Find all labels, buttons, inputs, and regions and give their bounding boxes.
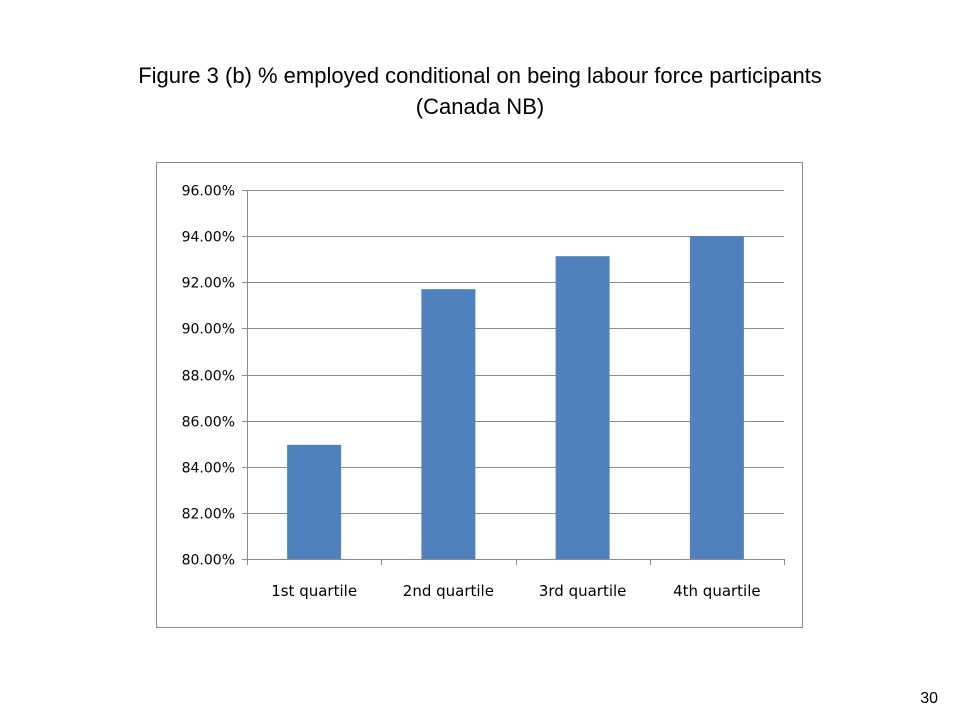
bar: [555, 256, 610, 559]
bar: [689, 236, 744, 559]
y-tick-label: 80.00%: [182, 553, 235, 569]
x-tick-labels: 1st quartile 2nd quartile 3rd quartile 4th …: [271, 582, 760, 600]
x-tick-label: 4th quartile: [673, 582, 761, 600]
slide-number: 30: [920, 690, 938, 707]
chart-title-line-1: Figure 3 (b) % employed conditional on b…: [138, 63, 822, 88]
y-tick-label: 82.00%: [182, 507, 235, 523]
chart-title-line-2: (Canada NB): [415, 94, 545, 119]
bar: [421, 289, 476, 559]
bar-chart: 80.00% 82.00% 84.00% 86.00% 88.00% 90.00% 92.0…: [182, 184, 785, 600]
chart-area: 80.00% 82.00% 84.00% 86.00% 88.00% 90.00% 92.0…: [156, 162, 803, 628]
bars: [287, 236, 744, 559]
y-tick-label: 96.00%: [182, 184, 235, 200]
y-tick-labels: 80.00% 82.00% 84.00% 86.00% 88.00% 90.00% 92.0…: [182, 184, 235, 569]
chart-title: Figure 3 (b) % employed conditional on b…: [20, 60, 940, 122]
x-tick-label: 1st quartile: [271, 582, 357, 600]
y-tick-label: 86.00%: [182, 415, 235, 431]
y-tick-label: 88.00%: [182, 369, 235, 385]
x-tick-label: 2nd quartile: [403, 582, 494, 600]
x-tick-label: 3rd quartile: [539, 582, 627, 600]
y-tick-label: 94.00%: [182, 230, 235, 246]
y-tick-label: 92.00%: [182, 276, 235, 292]
axes: [242, 190, 785, 565]
y-tick-label: 90.00%: [182, 322, 235, 338]
bar: [287, 444, 342, 559]
y-tick-label: 84.00%: [182, 461, 235, 477]
